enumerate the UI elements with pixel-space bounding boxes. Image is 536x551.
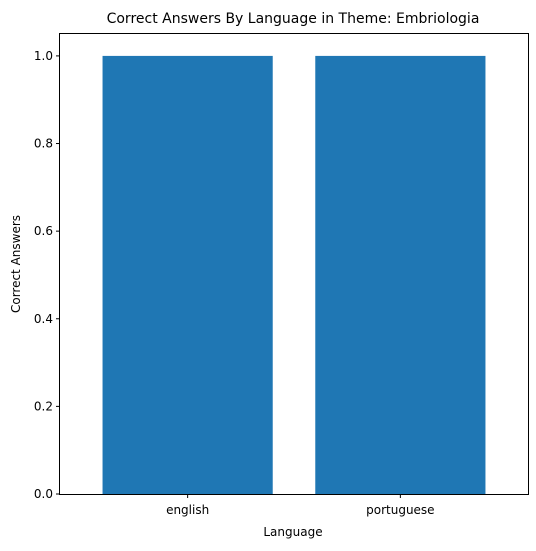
y-tick-label: 0.8 [34, 137, 53, 151]
y-tick-label: 0.4 [34, 312, 53, 326]
y-axis-label: Correct Answers [9, 215, 23, 313]
y-tick-label: 0.6 [34, 224, 53, 238]
y-tick-label: 1.0 [34, 49, 53, 63]
x-tick-label: portuguese [366, 503, 434, 517]
y-tick-label: 0.2 [34, 399, 53, 413]
bars-group [102, 55, 486, 495]
bar-portuguese [315, 55, 486, 495]
x-axis: english portuguese [166, 494, 435, 517]
y-axis: 0.0 0.2 0.4 0.6 0.8 1.0 [34, 49, 60, 501]
plot-frame [59, 33, 529, 495]
y-tick-label: 0.0 [34, 487, 53, 501]
chart-title: Correct Answers By Language in Theme: Em… [107, 11, 480, 27]
x-axis-label: Language [263, 525, 322, 539]
x-tick-label: english [166, 503, 209, 517]
bar-english [102, 55, 273, 495]
